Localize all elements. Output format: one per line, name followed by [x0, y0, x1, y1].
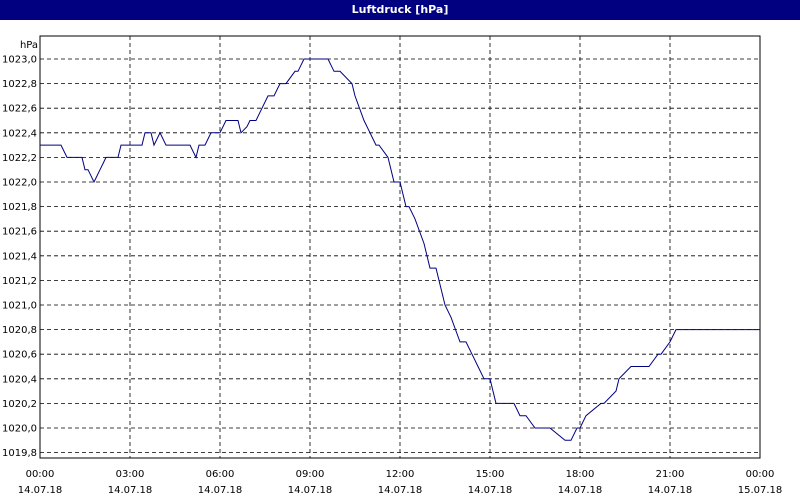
x-tick-date-label: 14.07.18 [648, 485, 693, 496]
y-tick-label: 1022,8 [2, 79, 37, 90]
plot-frame [39, 35, 761, 459]
x-tick-time-label: 09:00 [296, 469, 325, 480]
y-tick-label: 1020,4 [2, 374, 37, 385]
x-tick-date-label: 14.07.18 [18, 485, 63, 496]
x-axis-ticks: 00:00 14.07.18 03:00 14.07.18 06:00 14.07.18 0… [18, 469, 783, 496]
window-title-bar: Luftdruck [hPa] [0, 0, 800, 20]
y-tick-label: 1020,6 [2, 350, 37, 361]
y-tick-label: 1019,8 [2, 448, 37, 459]
x-tick-time-label: 03:00 [116, 469, 145, 480]
y-tick-label: 1022,4 [2, 128, 37, 139]
x-tick-time-label: 06:00 [206, 469, 235, 480]
y-tick-label: 1023,0 [2, 55, 37, 66]
x-tick-date-label: 14.07.18 [558, 485, 603, 496]
x-tick-date-label: 14.07.18 [378, 485, 423, 496]
x-tick-date-label: 14.07.18 [198, 485, 243, 496]
x-tick-time-label: 21:00 [656, 469, 685, 480]
y-tick-label: 1021,6 [2, 227, 37, 238]
chart-title: Luftdruck [hPa] [351, 3, 449, 16]
pressure-series-line [40, 58, 760, 441]
y-tick-label: 1022,0 [2, 178, 37, 189]
x-tick-date-label: 15.07.18 [738, 485, 783, 496]
x-tick-time-label: 15:00 [476, 469, 505, 480]
y-tick-label: 1022,6 [2, 104, 37, 115]
x-tick-date-label: 14.07.18 [468, 485, 513, 496]
y-tick-label: 1020,2 [2, 399, 37, 410]
y-tick-label: 1022,2 [2, 153, 37, 164]
y-tick-label: 1020,8 [2, 325, 37, 336]
x-tick-date-label: 14.07.18 [108, 485, 153, 496]
y-tick-label: 1021,4 [2, 251, 37, 262]
y-tick-label: 1021,2 [2, 276, 37, 287]
y-tick-label: 1021,8 [2, 202, 37, 213]
x-tick-time-label: 12:00 [386, 469, 415, 480]
chart-grid [40, 36, 760, 458]
y-axis-unit-label: hPa [20, 40, 38, 51]
x-tick-time-label: 00:00 [26, 469, 55, 480]
x-tick-date-label: 14.07.18 [288, 485, 333, 496]
y-axis-ticks: 1023,0 1022,8 1022,6 1022,4 1022,2 1022,0 1021… [2, 55, 37, 460]
x-tick-time-label: 18:00 [566, 469, 595, 480]
y-tick-label: 1020,0 [2, 424, 37, 435]
x-tick-time-label: 00:00 [746, 469, 775, 480]
y-tick-label: 1021,0 [2, 301, 37, 312]
